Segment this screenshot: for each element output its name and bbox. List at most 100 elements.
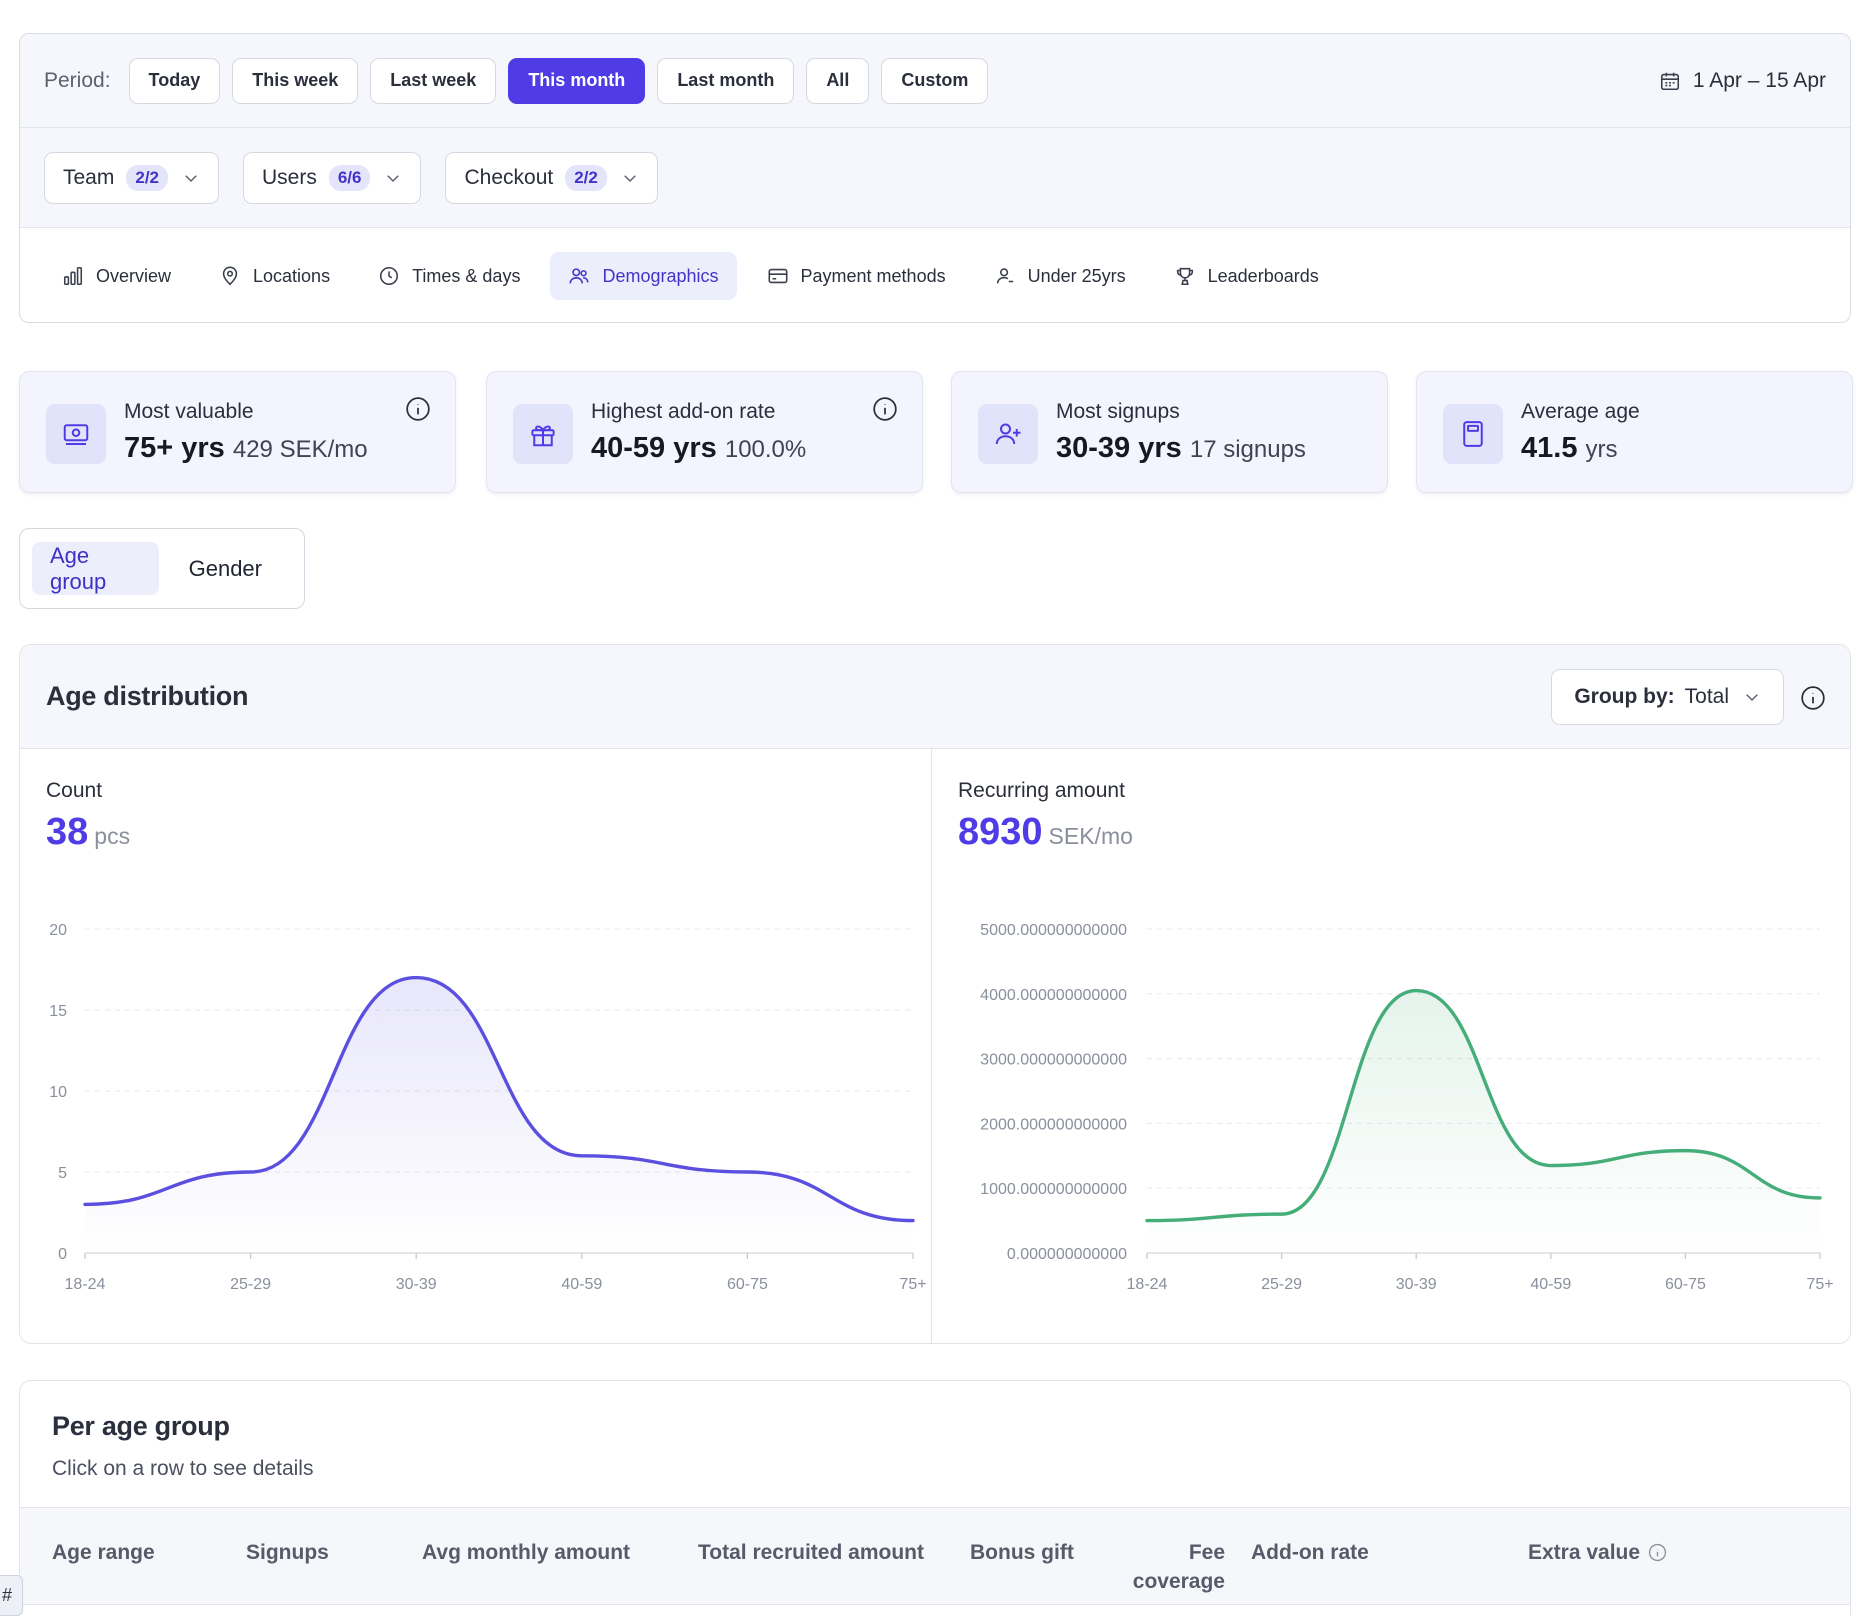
info-icon[interactable] bbox=[1648, 1543, 1667, 1562]
user-icon bbox=[996, 268, 1013, 284]
period-this-week-button[interactable]: This week bbox=[232, 57, 359, 104]
y-tick-label: 5 bbox=[58, 1165, 67, 1182]
x-tick-label: 18-24 bbox=[1127, 1276, 1168, 1293]
column-header-avg-monthly-amount[interactable]: Avg monthly amount bbox=[422, 1541, 631, 1564]
age-distribution-charts: Count 38 pcs 0 5 10 15 20 18-24 25-29 30-39 40-59… bbox=[20, 749, 1850, 1343]
tab-leaderboards[interactable]: Leaderboards bbox=[1156, 252, 1337, 300]
count-total: 38 pcs bbox=[46, 811, 130, 854]
tab-times-days[interactable]: Times & days bbox=[360, 252, 538, 300]
info-icon[interactable] bbox=[872, 396, 898, 422]
money-icon bbox=[63, 424, 89, 445]
age-distribution-card: Age distribution Group by: Total Count 3… bbox=[19, 644, 1851, 1344]
y-tick-label: 20 bbox=[49, 922, 67, 939]
column-header-fee-coverage[interactable]: Fee coverage bbox=[1132, 1541, 1225, 1593]
checkout-dropdown[interactable]: Checkout 2/2 bbox=[445, 151, 658, 204]
y-tick-label: 15 bbox=[49, 1003, 67, 1020]
x-tick-label: 30-39 bbox=[396, 1276, 437, 1293]
kpi-sub-value: 429 SEK/mo bbox=[232, 436, 368, 463]
filter-dropdown-row: Team 2/2 Users 6/6 Checkout 2/2 bbox=[20, 128, 1850, 228]
column-header-signups[interactable]: Signups bbox=[246, 1541, 329, 1564]
kpi-main-value: 40-59 yrs bbox=[591, 432, 717, 464]
info-icon[interactable] bbox=[405, 396, 431, 422]
period-all-button[interactable]: All bbox=[806, 57, 870, 104]
tab-overview[interactable]: Overview bbox=[44, 252, 189, 300]
kpi-value: 30-39 yrs 17 signups bbox=[1056, 432, 1306, 465]
bar-chart-icon bbox=[63, 266, 83, 286]
date-range-text: 1 Apr – 15 Apr bbox=[1692, 69, 1826, 92]
users-dropdown[interactable]: Users 6/6 bbox=[243, 151, 422, 204]
segment-gender[interactable]: Gender bbox=[188, 555, 262, 581]
card-subtitle: Click on a row to see details bbox=[52, 1457, 314, 1480]
column-header-bonus-gift[interactable]: Bonus gift bbox=[970, 1541, 1074, 1564]
y-tick-label: 0.000000000000 bbox=[1007, 1246, 1127, 1263]
tab-label: Demographics bbox=[602, 265, 719, 286]
kpi-icon-box bbox=[1443, 404, 1503, 464]
kpi-title: Most signups bbox=[1056, 400, 1180, 423]
x-tick-label: 40-59 bbox=[561, 1276, 602, 1293]
y-tick-label: 0 bbox=[58, 1246, 67, 1263]
breakdown-segment-control: Age group Gender bbox=[19, 528, 305, 609]
period-this-month-button[interactable]: This month bbox=[508, 57, 646, 104]
calendar-icon bbox=[1660, 72, 1679, 91]
x-tick-label: 60-75 bbox=[727, 1276, 768, 1293]
filter-card: Period: Today This week Last week This m… bbox=[19, 33, 1851, 323]
column-header-age-range[interactable]: Age range bbox=[52, 1541, 155, 1564]
age-distribution-header: Age distribution Group by: Total bbox=[20, 645, 1850, 749]
y-tick-label: 3000.000000000000 bbox=[980, 1052, 1127, 1069]
y-tick-label: 1000.000000000000 bbox=[980, 1181, 1127, 1198]
table-header: Age range Signups Avg monthly amount Tot… bbox=[20, 1507, 1850, 1605]
period-label: Period: bbox=[44, 68, 111, 92]
kpi-card-most-signups: Most signups 30-39 yrs 17 signups bbox=[951, 371, 1388, 493]
info-icon[interactable] bbox=[1800, 685, 1826, 711]
column-header-add-on-rate[interactable]: Add-on rate bbox=[1251, 1541, 1369, 1564]
count-area-chart: 0 5 10 15 20 18-24 25-29 30-39 40-59 60-75 75+ bbox=[49, 922, 926, 1293]
x-tick-label: 75+ bbox=[1806, 1276, 1833, 1293]
period-last-week-button[interactable]: Last week bbox=[370, 57, 497, 104]
team-dropdown[interactable]: Team 2/2 bbox=[44, 151, 219, 204]
chevron-down-icon bbox=[1746, 694, 1758, 702]
x-tick-label: 30-39 bbox=[1396, 1276, 1437, 1293]
credit-card-icon bbox=[768, 268, 788, 284]
kpi-main-value: 30-39 yrs bbox=[1056, 432, 1182, 464]
y-tick-label: 2000.000000000000 bbox=[980, 1116, 1127, 1133]
map-pin-icon bbox=[222, 266, 238, 286]
period-last-month-button[interactable]: Last month bbox=[657, 57, 795, 104]
calculator-icon bbox=[1463, 421, 1483, 447]
chevron-down-icon bbox=[185, 174, 197, 182]
tab-label: Times & days bbox=[412, 265, 521, 286]
count-label: Count bbox=[46, 779, 103, 802]
y-tick-label: 5000.000000000000 bbox=[980, 922, 1127, 939]
tab-under-25yrs[interactable]: Under 25yrs bbox=[976, 252, 1144, 300]
kpi-sub-value: yrs bbox=[1585, 436, 1618, 463]
kpi-card-most-valuable: Most valuable 75+ yrs 429 SEK/mo bbox=[19, 371, 456, 493]
column-header-extra-value[interactable]: Extra value bbox=[1528, 1538, 1667, 1567]
count-panel: Count 38 pcs 0 5 10 15 20 18-24 25-29 30-39 40-59… bbox=[20, 749, 931, 1343]
gift-icon bbox=[531, 425, 555, 447]
per-age-group-card: Per age group Click on a row to see deta… bbox=[19, 1380, 1851, 1616]
users-dropdown-label: Users bbox=[262, 165, 317, 189]
checkout-count-badge: 2/2 bbox=[565, 164, 607, 191]
column-header-extra-value-label: Extra value bbox=[1528, 1541, 1641, 1564]
recurring-amount-panel: Recurring amount 8930 SEK/mo 0.0000000000… bbox=[931, 749, 1850, 1343]
tab-payment-methods[interactable]: Payment methods bbox=[749, 252, 964, 300]
x-tick-label: 40-59 bbox=[1530, 1276, 1571, 1293]
segment-age-group[interactable]: Age group bbox=[32, 542, 159, 595]
tab-label: Payment methods bbox=[800, 265, 946, 286]
kpi-card-highest-addon-rate: Highest add-on rate 40-59 yrs 100.0% bbox=[486, 371, 923, 493]
corner-tab[interactable]: # bbox=[0, 1575, 23, 1616]
kpi-title: Average age bbox=[1521, 400, 1640, 423]
group-by-dropdown[interactable]: Group by: Total bbox=[1551, 669, 1784, 725]
date-range-picker[interactable]: 1 Apr – 15 Apr bbox=[1659, 34, 1826, 128]
period-today-button[interactable]: Today bbox=[128, 57, 221, 104]
column-header-total-recruited-amount[interactable]: Total recruited amount bbox=[698, 1541, 924, 1564]
card-title: Per age group bbox=[52, 1411, 230, 1441]
tab-label: Overview bbox=[96, 265, 172, 286]
tab-demographics[interactable]: Demographics bbox=[550, 252, 737, 300]
kpi-title: Highest add-on rate bbox=[591, 400, 776, 423]
x-tick-label: 75+ bbox=[899, 1276, 926, 1293]
kpi-value: 40-59 yrs 100.0% bbox=[591, 432, 806, 465]
kpi-icon-box bbox=[978, 404, 1038, 464]
tab-locations[interactable]: Locations bbox=[201, 252, 348, 300]
period-custom-button[interactable]: Custom bbox=[881, 57, 989, 104]
chevron-down-icon bbox=[624, 174, 636, 182]
